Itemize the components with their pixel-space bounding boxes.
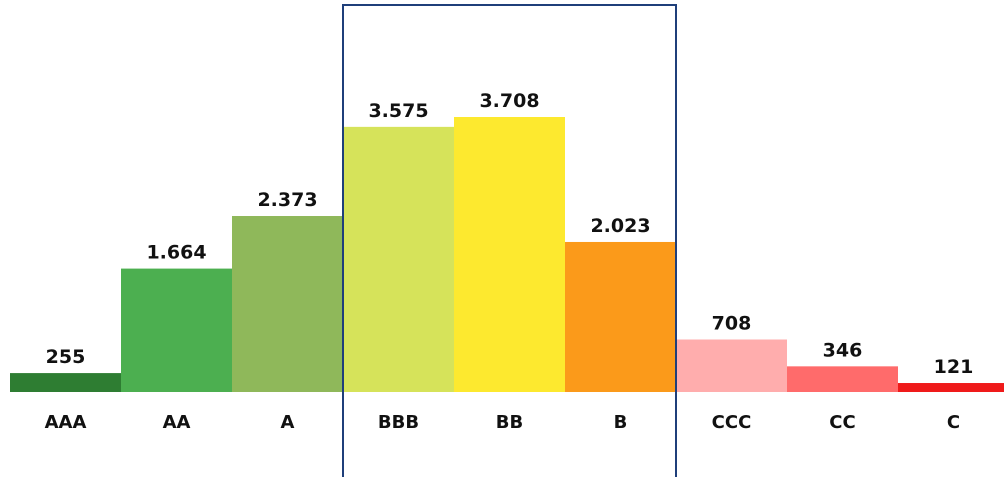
bar-cc <box>787 366 898 392</box>
value-label-cc: 346 <box>823 339 863 361</box>
bar-ccc <box>676 339 787 392</box>
category-label-bbb: BBB <box>378 412 419 433</box>
bar-a <box>232 216 343 392</box>
value-label-c: 121 <box>934 356 974 378</box>
bar-c <box>898 383 1004 392</box>
category-label-c: C <box>947 412 960 433</box>
category-label-a: A <box>281 412 295 433</box>
bar-aaa <box>10 373 121 392</box>
category-label-ccc: CCC <box>712 412 752 433</box>
category-label-bb: BB <box>496 412 523 433</box>
bar-b <box>565 241 676 392</box>
category-label-b: B <box>614 412 628 433</box>
value-labels-layer: 255 1.664 2.373 3.575 3.708 2.023 708 346 121 <box>46 90 974 378</box>
investment-grade-highlight-box <box>342 4 677 477</box>
value-label-b: 2.023 <box>590 215 650 237</box>
bar-aa <box>121 268 232 392</box>
bar-bb <box>454 117 565 392</box>
value-label-a: 2.373 <box>257 189 317 211</box>
value-label-aa: 1.664 <box>146 242 206 264</box>
bars-layer <box>10 117 1004 393</box>
category-labels-layer: AAA AA A BBB BB B CCC CC C <box>45 412 961 433</box>
category-label-aa: AA <box>163 412 191 433</box>
category-label-aaa: AAA <box>45 412 87 433</box>
category-label-cc: CC <box>829 412 855 433</box>
value-label-aaa: 255 <box>46 346 86 368</box>
bar-bbb <box>343 126 454 393</box>
value-label-bbb: 3.575 <box>368 100 428 122</box>
value-label-ccc: 708 <box>712 312 752 334</box>
value-label-bb: 3.708 <box>479 90 539 112</box>
